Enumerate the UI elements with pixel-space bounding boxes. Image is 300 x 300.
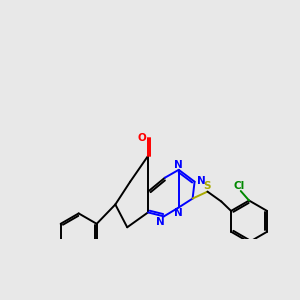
Text: O: O bbox=[137, 133, 146, 142]
Text: N: N bbox=[197, 176, 206, 186]
Text: N: N bbox=[174, 160, 183, 170]
Text: N: N bbox=[174, 208, 183, 218]
Text: N: N bbox=[156, 217, 165, 227]
Text: Cl: Cl bbox=[233, 181, 244, 191]
Text: S: S bbox=[204, 181, 211, 191]
